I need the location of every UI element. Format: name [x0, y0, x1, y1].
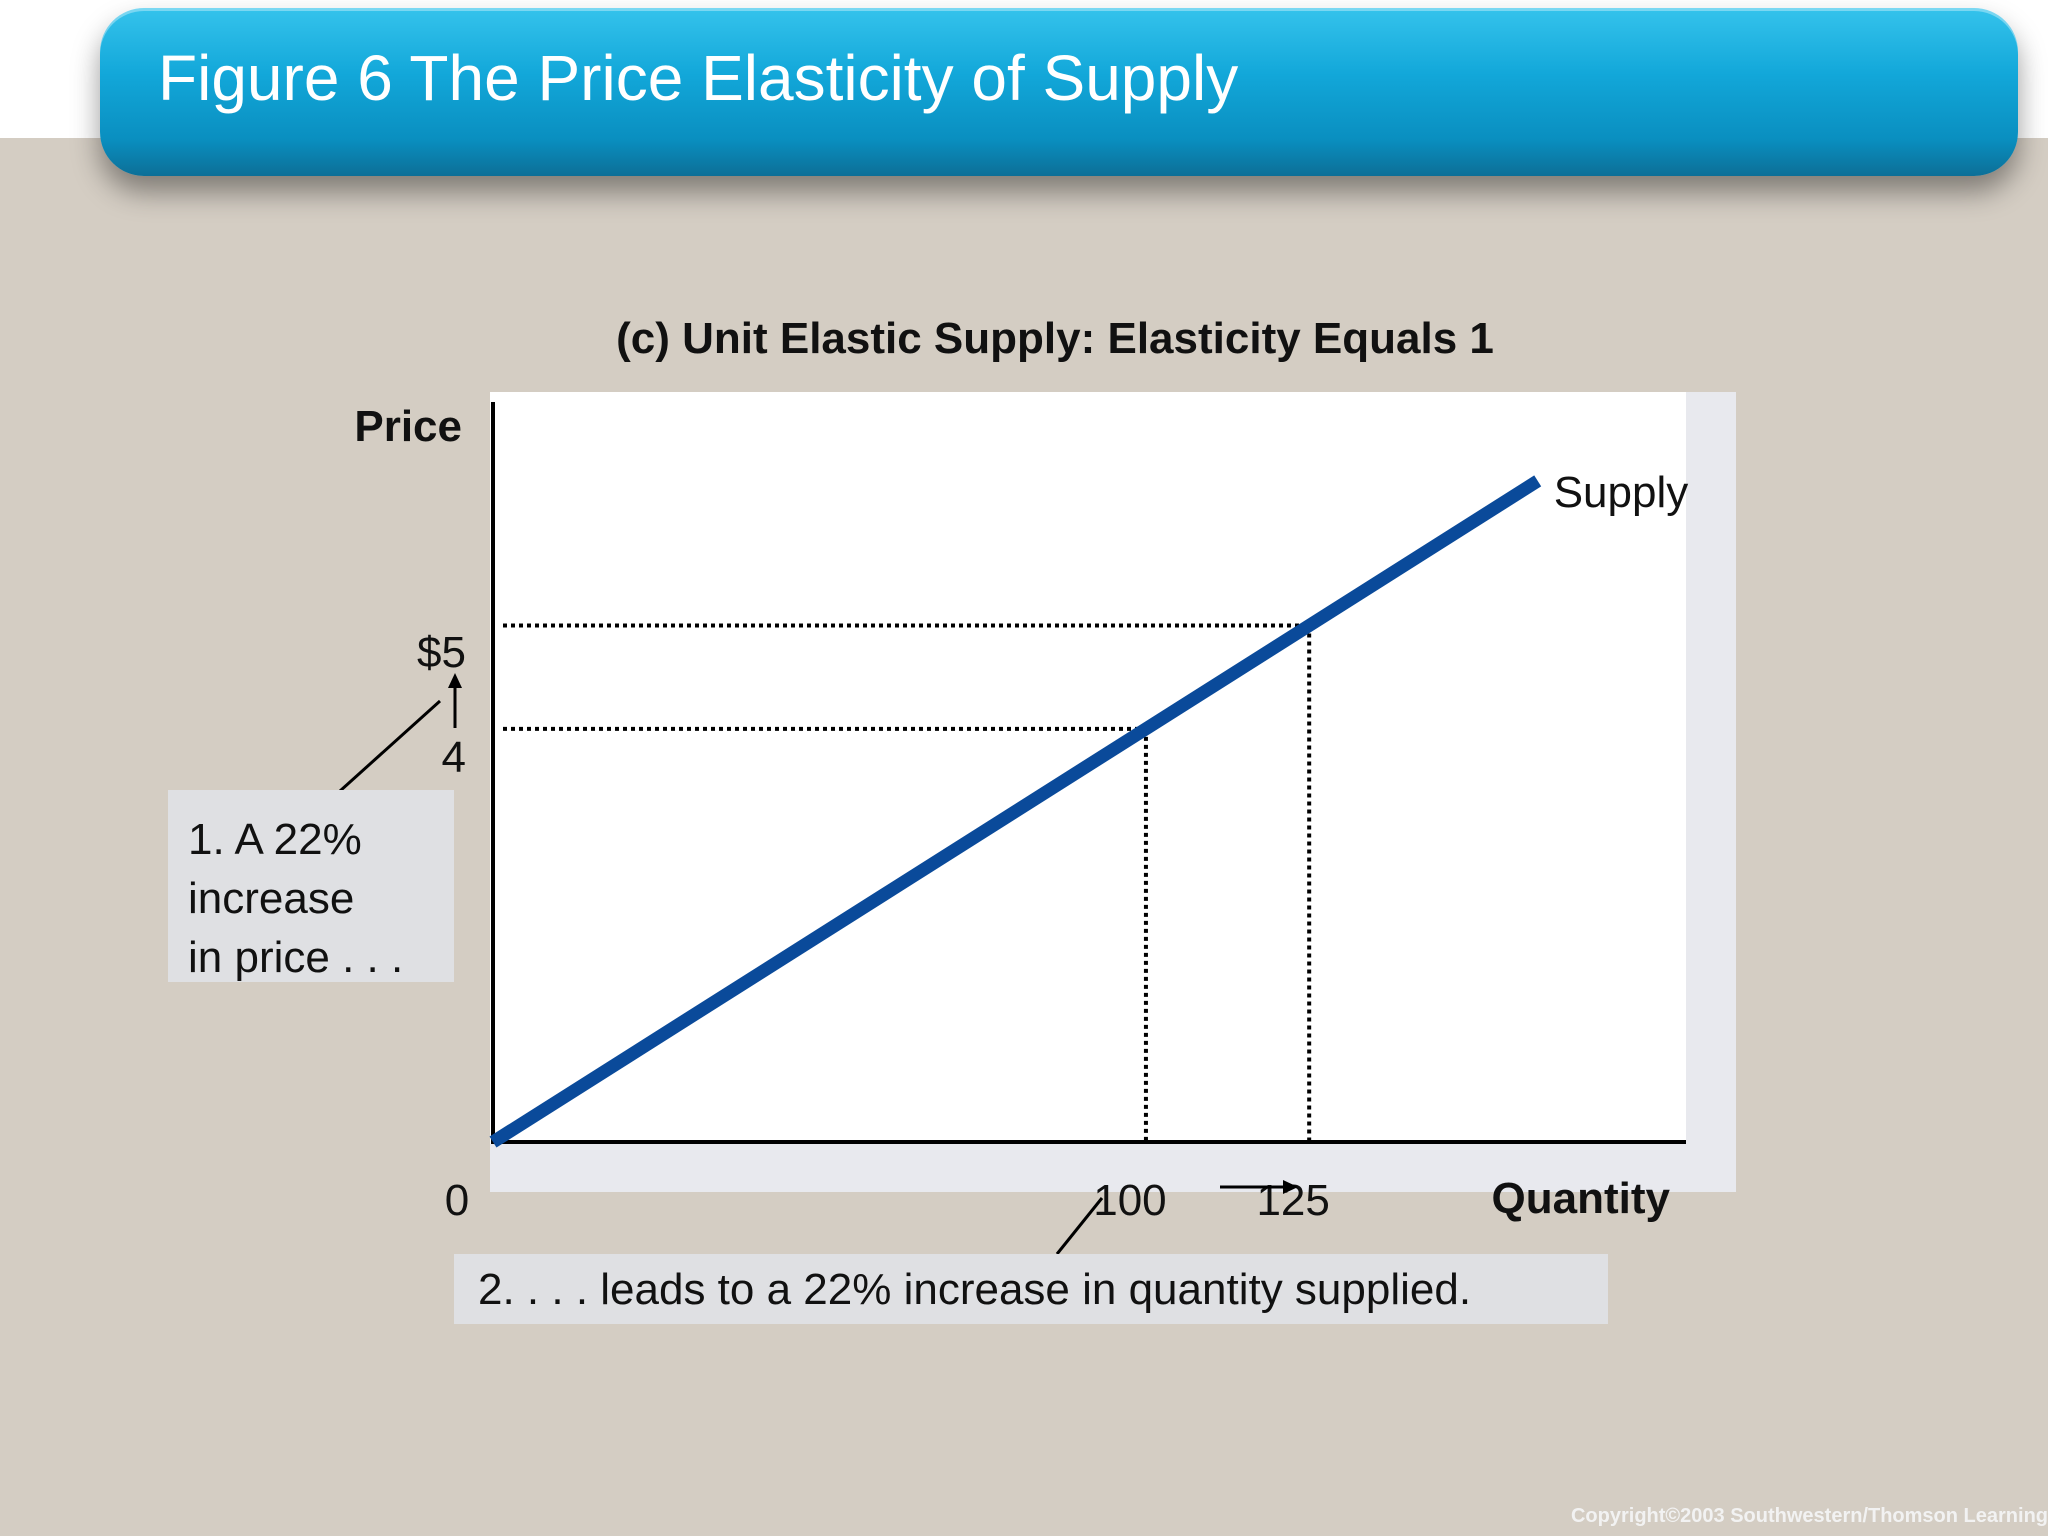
x-tick-label-100: 100 — [1093, 1176, 1166, 1225]
quantity-change-callout: 2. . . . leads to a 22% increase in quan… — [454, 1254, 1608, 1324]
price-callout-line-2: increase — [188, 874, 355, 923]
copyright-notice: Copyright©2003 Southwestern/Thomson Lear… — [1570, 1505, 2048, 1527]
y-tick-label-5: $5 — [417, 628, 466, 677]
x-axis-label: Quantity — [1492, 1174, 1671, 1223]
quantity-arrow-head — [1283, 1180, 1298, 1194]
chart-title: (c) Unit Elastic Supply: Elasticity Equa… — [616, 314, 1494, 363]
price-callout-leader — [338, 699, 442, 793]
price-arrow-head — [448, 673, 462, 688]
title-banner: Figure 6 The Price Elasticity of Supply — [100, 8, 2018, 176]
supply-series-label: Supply — [1554, 468, 1689, 517]
origin-label: 0 — [445, 1176, 469, 1225]
quantity-callout-leader — [1055, 1197, 1104, 1255]
dotted-guides — [503, 623, 1312, 1142]
y-axis-label: Price — [354, 402, 462, 451]
supply-line — [489, 475, 1542, 1148]
y-tick-label-4: 4 — [442, 733, 466, 782]
price-callout-line-3: in price . . . — [188, 933, 404, 982]
price-callout-line-1: 1. A 22% — [188, 815, 362, 864]
price-change-callout: 1. A 22% increase in price . . . — [168, 790, 454, 982]
x-tick-label-125: 125 — [1256, 1176, 1329, 1225]
slide-title: Figure 6 The Price Elasticity of Supply — [158, 42, 1239, 114]
